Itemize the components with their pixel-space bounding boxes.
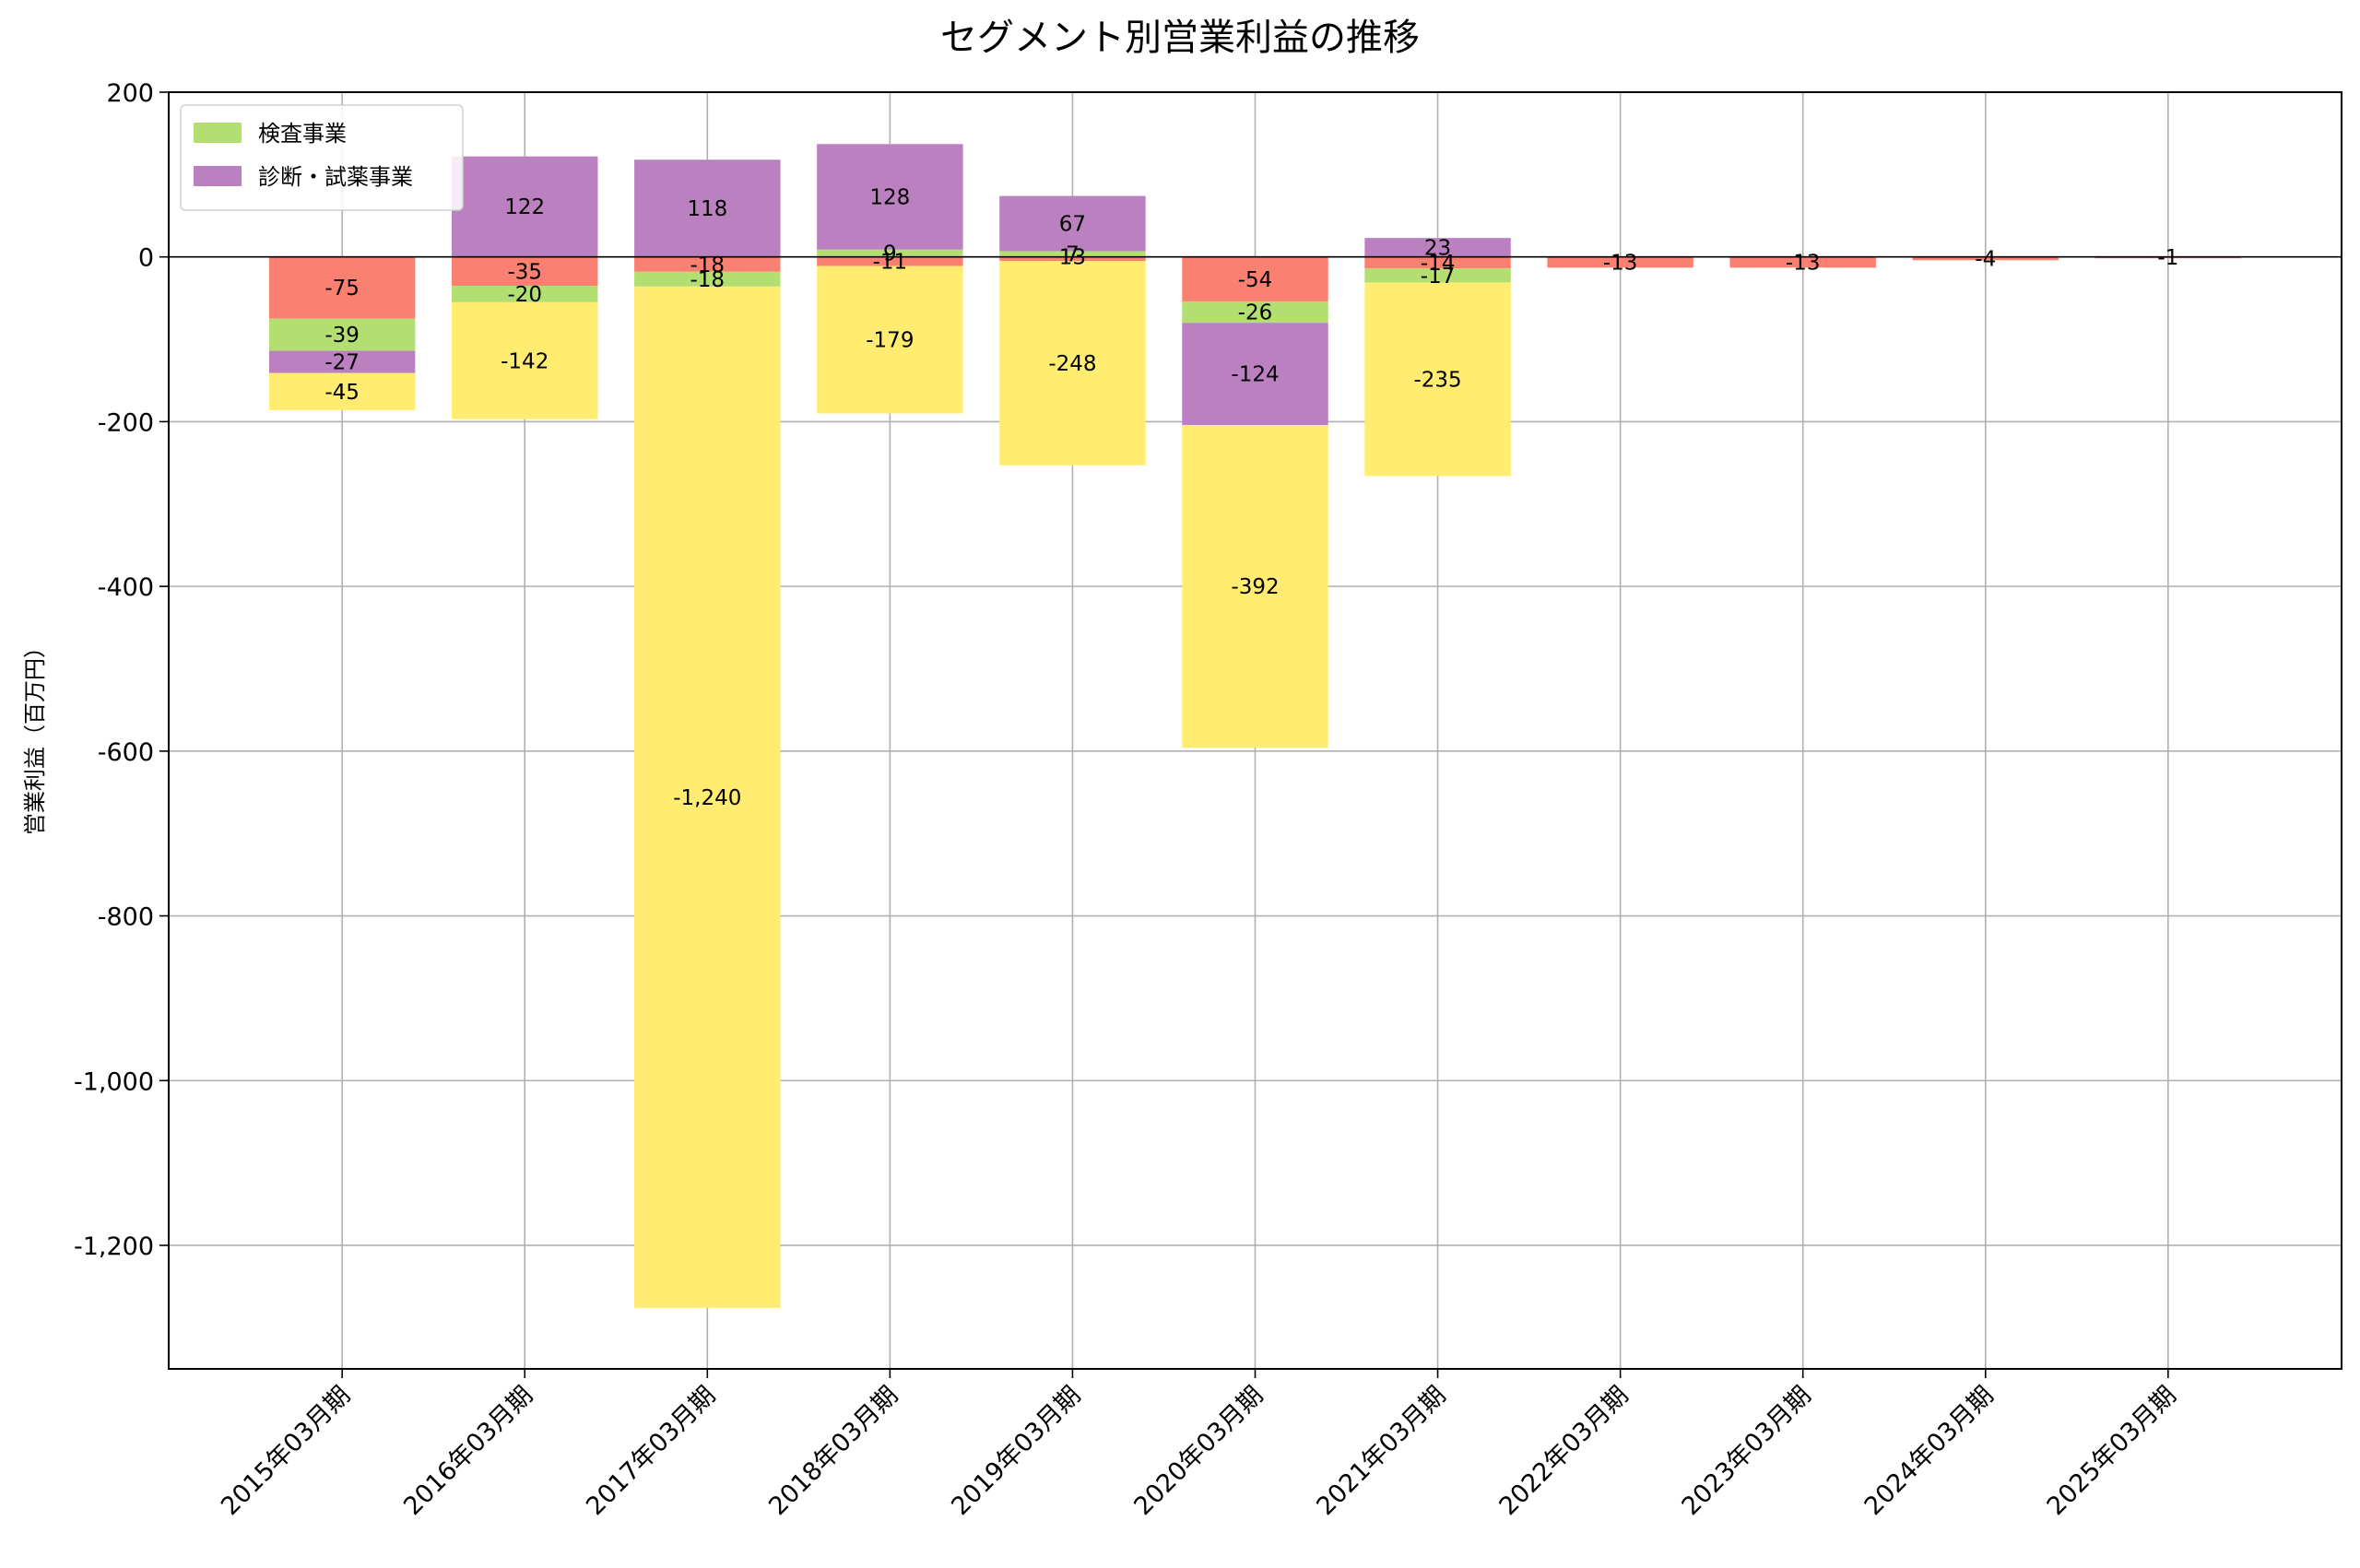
y-tick-label: -1,000	[74, 1067, 154, 1096]
bar-green	[268, 318, 416, 351]
bar-yellow	[1182, 424, 1328, 749]
bar-purple	[634, 159, 781, 257]
y-tick-label: 0	[138, 244, 154, 273]
y-tick-label: -400	[98, 573, 154, 602]
bar-purple	[452, 156, 598, 257]
data-label: -235	[1413, 368, 1461, 392]
bar-purple	[817, 144, 963, 250]
data-label: -179	[866, 329, 914, 353]
bar-yellow	[634, 286, 781, 1308]
bar-red	[1364, 256, 1511, 269]
bar-green	[817, 249, 963, 257]
y-tick-label: -600	[98, 738, 154, 767]
data-label: -27	[324, 351, 360, 375]
data-label: -1,240	[673, 786, 741, 810]
bar-red	[1547, 256, 1693, 268]
data-label: -45	[324, 381, 360, 405]
data-label: -11	[873, 251, 908, 275]
bar-red	[452, 256, 598, 286]
bar-green	[1364, 268, 1511, 283]
legend-swatch-purple	[194, 166, 242, 186]
data-label: -26	[1238, 301, 1273, 325]
data-label: -39	[324, 324, 360, 348]
bar-purple	[999, 195, 1146, 252]
data-label: -1	[2157, 246, 2178, 270]
y-tick-label: -200	[98, 408, 154, 437]
bar-yellow	[452, 301, 598, 419]
data-label: -124	[1231, 363, 1279, 387]
bar-green	[452, 285, 598, 302]
data-label: -14	[1421, 252, 1456, 276]
bar-yellow	[268, 372, 416, 410]
data-label: -20	[507, 283, 542, 307]
bar-green	[999, 251, 1146, 257]
bar-red	[1729, 256, 1876, 268]
legend-label-purple: 診断・試薬事業	[258, 164, 413, 190]
y-tick-label: -800	[98, 903, 154, 932]
bar-red	[999, 256, 1146, 262]
data-label: -35	[507, 260, 542, 284]
data-label: -142	[501, 349, 549, 373]
y-tick-label: 200	[106, 79, 154, 108]
data-label: -17	[1421, 265, 1456, 289]
data-label: 67	[1059, 213, 1086, 237]
bar-green	[1182, 301, 1328, 324]
data-label: -13	[1603, 252, 1638, 276]
data-label: -392	[1231, 575, 1279, 599]
data-label: -13	[1786, 252, 1821, 276]
chart-title: セグメント別営業利益の推移	[940, 17, 1420, 59]
bar-purple	[268, 350, 416, 373]
data-label: 13	[1059, 246, 1086, 270]
bar-red	[268, 256, 416, 319]
data-label: -54	[1238, 268, 1273, 292]
data-label: 128	[869, 185, 910, 209]
data-label: 9	[883, 242, 897, 266]
legend-label-green: 検査事業	[258, 121, 347, 147]
legend-swatch-green	[194, 123, 242, 143]
bar-yellow	[999, 261, 1146, 466]
data-label: 118	[687, 197, 727, 221]
legend-box	[180, 104, 464, 211]
bar-purple	[1182, 323, 1328, 425]
bar-red	[1182, 256, 1328, 301]
plot-frame	[168, 91, 2342, 1370]
bar-purple	[1364, 238, 1511, 257]
data-label: -18	[690, 268, 726, 292]
bar-red	[817, 256, 963, 266]
bar-red	[1912, 256, 2059, 261]
data-label: -4	[1975, 247, 1996, 271]
bar-red	[634, 256, 781, 272]
y-tick-label: -1,200	[74, 1232, 154, 1261]
data-label: -248	[1048, 352, 1096, 376]
data-label: 122	[504, 195, 545, 219]
bars	[268, 144, 2242, 1308]
data-label: -75	[324, 277, 360, 301]
bar-yellow	[1364, 282, 1511, 477]
bar-green	[634, 271, 781, 287]
y-axis-title: 営業利益（百万円）	[22, 636, 48, 835]
data-labels: -75-35 -18 -11-54-14 -13 -13 -4 -1-39-20-189 7-…	[324, 185, 2178, 809]
data-label: 7	[1066, 243, 1080, 267]
bar-yellow	[817, 265, 963, 414]
